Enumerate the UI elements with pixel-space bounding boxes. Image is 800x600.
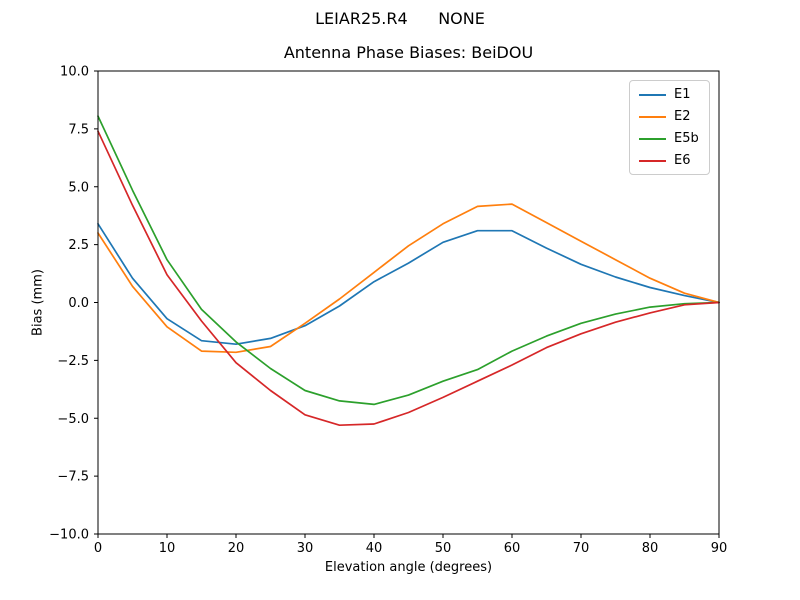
x-tick-label: 0 xyxy=(94,541,102,556)
legend-line-swatch xyxy=(639,115,666,118)
x-tick-label: 80 xyxy=(642,541,659,556)
y-tick-label: −7.5 xyxy=(57,470,89,485)
legend-item-E2: E2 xyxy=(639,108,699,125)
y-tick-label: 0.0 xyxy=(68,296,89,311)
figure-suptitle: LEIAR25.R4 NONE xyxy=(315,9,485,28)
axes-title: Antenna Phase Biases: BeiDOU xyxy=(283,43,534,62)
legend-line-swatch xyxy=(639,137,666,140)
legend-label: E6 xyxy=(674,153,691,168)
legend-label: E1 xyxy=(674,87,691,102)
x-tick-label: 70 xyxy=(573,541,590,556)
legend-item-E6: E6 xyxy=(639,152,699,169)
series-line-E6 xyxy=(97,130,720,427)
x-tick-label: 60 xyxy=(504,541,521,556)
y-tick-label: 2.5 xyxy=(68,238,89,253)
x-tick-label: 40 xyxy=(366,541,383,556)
legend-line-swatch xyxy=(639,93,666,96)
legend-box: E1 E2 E5b E6 xyxy=(629,80,710,175)
legend-label: E2 xyxy=(674,109,691,124)
x-axis-label: Elevation angle (degrees) xyxy=(324,560,493,575)
y-tick-label: −2.5 xyxy=(57,354,89,369)
x-tick-label: 90 xyxy=(711,541,728,556)
legend-line-swatch xyxy=(639,159,666,162)
x-tick-label: 20 xyxy=(228,541,245,556)
y-tick-label: −5.0 xyxy=(57,412,89,427)
series-lines xyxy=(97,115,720,427)
series-line-E5b xyxy=(97,115,720,406)
axis-ticks: 0 10 20 30 40 50 60 70 80 90 10.0 7.5 5.0 2.5 0.0 −2.5 −… xyxy=(49,65,727,557)
legend-label: E5b xyxy=(674,131,699,146)
series-line-E2 xyxy=(97,203,720,354)
axes-spines xyxy=(97,70,720,535)
legend-item-E5b: E5b xyxy=(639,130,699,147)
y-tick-label: 5.0 xyxy=(68,180,89,195)
y-tick-label: −10.0 xyxy=(49,528,89,543)
series-line-E1 xyxy=(97,222,720,346)
x-tick-label: 30 xyxy=(297,541,314,556)
y-tick-label: 7.5 xyxy=(68,122,89,137)
y-tick-label: 10.0 xyxy=(60,65,89,80)
x-tick-label: 10 xyxy=(159,541,176,556)
legend-item-E1: E1 xyxy=(639,86,699,103)
x-tick-label: 50 xyxy=(435,541,452,556)
y-axis-label: Bias (mm) xyxy=(30,269,46,336)
